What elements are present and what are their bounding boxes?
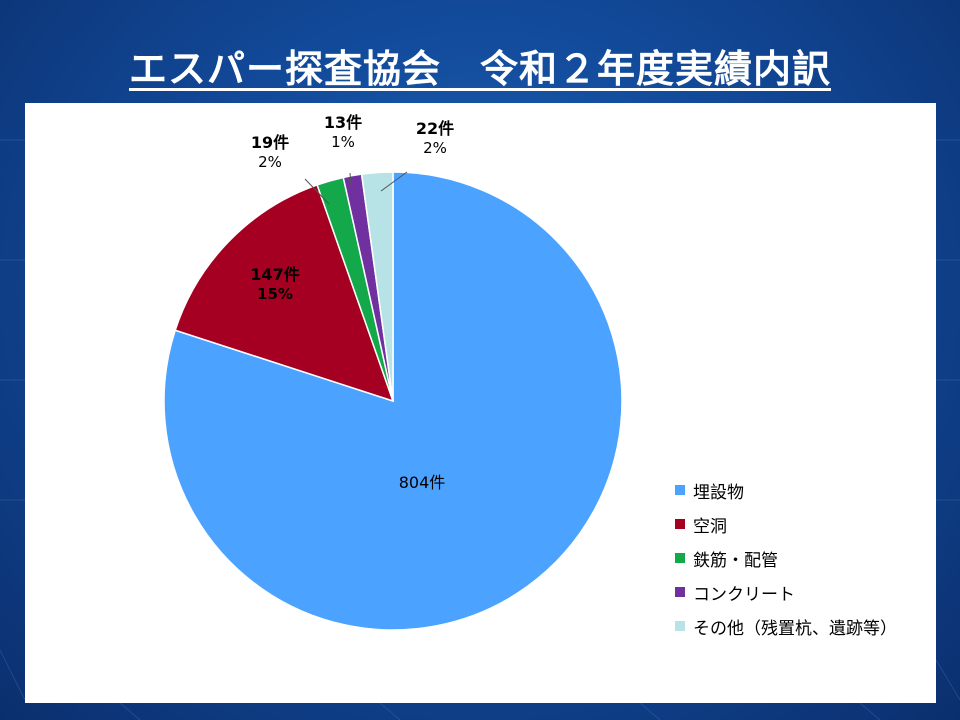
slice-label-cavity: 147件 15% [215, 265, 335, 304]
legend-item-concrete: コンクリート [675, 575, 897, 609]
slice-label-buried: 804件 80% [362, 473, 482, 512]
slice-percent-label: 80% [405, 493, 439, 511]
chart-legend: 埋設物 空洞 鉄筋・配管 コンクリート その他（残置杭、遺跡等） [675, 473, 897, 643]
legend-item-buried: 埋設物 [675, 473, 897, 507]
legend-label: 埋設物 [693, 482, 744, 503]
slice-count-label: 22件 [415, 119, 455, 138]
slice-label-concrete: 13件 1% [293, 113, 393, 152]
legend-swatch [675, 485, 685, 495]
legend-label: 鉄筋・配管 [693, 550, 778, 571]
slide-title-text: エスパー探査協会 令和２年度実績内訳 [128, 47, 831, 91]
legend-swatch [675, 553, 685, 563]
pie-slice-buried [163, 171, 623, 631]
pie-slice-cavity [174, 183, 395, 403]
leader-line-other [380, 171, 408, 192]
pie-slice-other [360, 171, 394, 402]
slice-percent-label: 15% [257, 285, 293, 303]
slice-percent-label: 2% [258, 153, 282, 171]
slice-label-other: 22件 2% [385, 119, 485, 158]
slice-count-label: 147件 [250, 265, 300, 284]
pie-chart [163, 171, 623, 631]
legend-label: 空洞 [693, 516, 727, 537]
slice-count-label: 13件 [323, 113, 363, 132]
legend-item-other: その他（残置杭、遺跡等） [675, 609, 897, 643]
chart-panel: 804件 80% 147件 15% 19件 2% 13件 1% 22件 2% 埋… [25, 103, 936, 703]
slice-percent-label: 1% [331, 133, 355, 151]
leader-line-concrete [349, 172, 352, 186]
legend-swatch [675, 587, 685, 597]
legend-label: コンクリート [693, 584, 795, 605]
slice-count-label: 19件 [250, 133, 290, 152]
slice-label-rebar: 19件 2% [220, 133, 320, 172]
legend-item-rebar: 鉄筋・配管 [675, 541, 897, 575]
legend-label: その他（残置杭、遺跡等） [693, 618, 897, 639]
legend-swatch [675, 519, 685, 529]
slice-count-label: 804件 [398, 473, 446, 492]
leader-line-rebar [304, 178, 330, 205]
legend-swatch [675, 621, 685, 631]
legend-item-cavity: 空洞 [675, 507, 897, 541]
slide-title: エスパー探査協会 令和２年度実績内訳 [0, 38, 960, 93]
slice-percent-label: 2% [423, 139, 447, 157]
